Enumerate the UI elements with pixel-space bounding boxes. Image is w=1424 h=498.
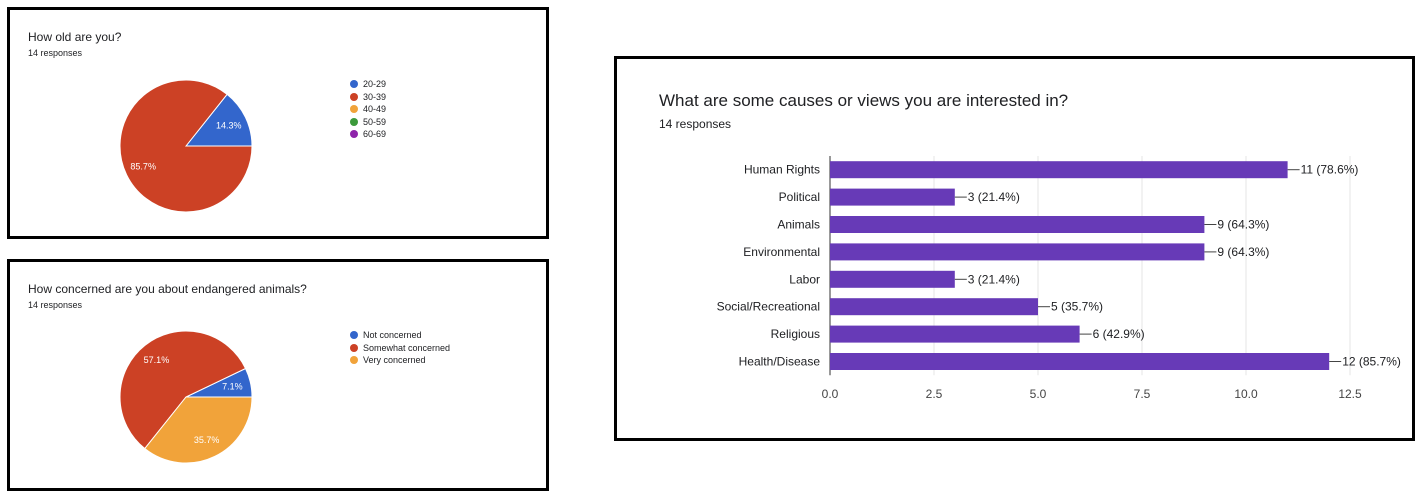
legend-dot-icon: [350, 130, 358, 139]
concern-chart-title: How concerned are you about endangered a…: [28, 282, 307, 296]
legend-dot-icon: [350, 117, 358, 126]
age-slice-30-39: [119, 79, 253, 213]
concern-chart-panel: How concerned are you about endangered a…: [7, 259, 549, 491]
data-label-labor: 3 (21.4%): [968, 272, 1020, 286]
bar-health-disease: [830, 353, 1330, 370]
concern-pie-chart: 7.1% 57.1% 35.7%: [119, 330, 253, 464]
data-label-human-rights: 11 (78.6%): [1301, 163, 1359, 177]
causes-chart-panel: What are some causes or views you are in…: [614, 56, 1415, 441]
age-slice-20-29: [184, 93, 253, 147]
age-slice-label-30-39: 85.7%: [130, 162, 156, 172]
data-label-health-disease: 12 (85.7%): [1342, 355, 1401, 369]
data-label-religious: 6 (42.9%): [1093, 327, 1145, 341]
concern-legend: Not concerned Somewhat concerned Very conc…: [350, 329, 450, 367]
bar-labor: [830, 270, 955, 288]
age-legend-label: 50-59: [363, 116, 387, 127]
age-legend-label: 60-69: [363, 129, 387, 140]
category-label-human-rights: Human Rights: [744, 163, 820, 177]
bar-environmental: [830, 243, 1205, 261]
concern-legend-label: Very concerned: [363, 355, 426, 366]
x-tick-label: 5.0: [1030, 387, 1047, 401]
age-legend-item-60-69: 60-69: [350, 128, 386, 141]
causes-chart-title: What are some causes or views you are in…: [659, 91, 1069, 110]
legend-dot-icon: [350, 105, 358, 114]
category-label-animals: Animals: [777, 218, 820, 232]
concern-legend-item-very-concerned: Very concerned: [350, 354, 450, 367]
concern-chart-subtitle: 14 responses: [28, 300, 83, 310]
age-legend-item-30-39: 30-39: [350, 91, 386, 104]
age-chart-title: How old are you?: [28, 30, 122, 44]
legend-dot-icon: [350, 343, 358, 352]
age-slice-label-20-29: 14.3%: [216, 120, 242, 130]
age-legend-label: 20-29: [363, 79, 387, 90]
age-legend-item-50-59: 50-59: [350, 116, 386, 129]
data-label-social-recreational: 5 (35.7%): [1051, 300, 1103, 314]
bar-animals: [830, 216, 1205, 233]
concern-legend-item-not-concerned: Not concerned: [350, 329, 450, 342]
age-legend-item-20-29: 20-29: [350, 78, 386, 91]
bar-religious: [830, 325, 1080, 343]
x-tick-label: 0.0: [822, 387, 839, 401]
concern-slice-somewhat-concerned: [119, 330, 247, 450]
age-legend-label: 40-49: [363, 104, 387, 115]
age-legend: 20-29 30-39 40-49 50-59 60-69: [350, 78, 386, 141]
legend-dot-icon: [350, 356, 358, 365]
data-label-animals: 9 (64.3%): [1217, 218, 1269, 232]
age-legend-label: 30-39: [363, 91, 387, 102]
age-pie-chart: 14.3% 85.7%: [119, 79, 253, 213]
bar-human-rights: [830, 161, 1288, 179]
concern-slice-label-not-concerned: 7.1%: [222, 381, 243, 391]
age-chart-panel: How old are you? 14 responses 14.3% 85.7%…: [7, 7, 549, 239]
data-label-environmental: 9 (64.3%): [1217, 245, 1269, 259]
x-tick-label: 7.5: [1134, 387, 1151, 401]
concern-slice-label-somewhat-concerned: 57.1%: [144, 355, 170, 365]
concern-slice-very-concerned: [144, 396, 253, 464]
concern-slice-label-very-concerned: 35.7%: [194, 435, 220, 445]
x-tick-label: 2.5: [926, 387, 943, 401]
concern-legend-item-somewhat-concerned: Somewhat concerned: [350, 342, 450, 355]
bar-political: [830, 188, 955, 206]
age-chart-subtitle: 14 responses: [28, 48, 83, 58]
concern-legend-label: Not concerned: [363, 330, 422, 341]
bar-social-recreational: [830, 298, 1038, 316]
category-label-labor: Labor: [789, 272, 820, 286]
age-legend-item-40-49: 40-49: [350, 103, 386, 116]
x-tick-label: 12.5: [1338, 387, 1362, 401]
legend-dot-icon: [350, 80, 358, 89]
category-label-environmental: Environmental: [743, 245, 820, 259]
category-label-religious: Religious: [771, 327, 820, 341]
causes-bar-chart: 0.0 2.5 5.0 7.5 10.0 12.5 Human Rights 11 (78.6…: [717, 156, 1401, 401]
category-label-health-disease: Health/Disease: [739, 355, 821, 369]
concern-legend-label: Somewhat concerned: [363, 342, 451, 353]
legend-dot-icon: [350, 331, 358, 340]
data-label-political: 3 (21.4%): [968, 190, 1020, 204]
legend-dot-icon: [350, 92, 358, 101]
category-label-social-recreational: Social/Recreational: [717, 300, 820, 314]
category-label-political: Political: [779, 190, 820, 204]
x-tick-label: 10.0: [1234, 387, 1258, 401]
causes-chart-subtitle: 14 responses: [659, 117, 732, 131]
